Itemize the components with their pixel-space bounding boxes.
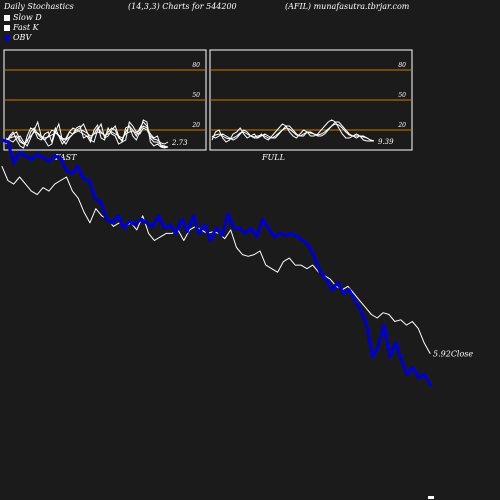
full-tick-label-80: 80	[398, 62, 406, 69]
fast-last-value-label: 2.73	[171, 139, 188, 147]
header-right: (AFIL) munafasutra.tbrjar.com	[285, 2, 410, 11]
legend-obv-label: OBV	[13, 33, 32, 42]
legend-obv-swatch	[4, 35, 10, 41]
legend-fast-k: Fast K	[4, 23, 39, 32]
header-left: Daily Stochastics	[4, 2, 74, 11]
close-line	[1, 165, 431, 354]
legend-slow-d-swatch	[4, 15, 10, 21]
full-panel-title: FULL	[261, 153, 285, 162]
fast-series-line-3	[5, 121, 169, 148]
obv-line	[0, 138, 432, 387]
legend-fast-k-swatch	[4, 25, 10, 31]
legend-obv: OBV	[4, 33, 31, 42]
full-series-line-2	[211, 121, 375, 142]
fast-panel-title: FAST	[54, 153, 77, 162]
fast-tick-label-50: 50	[192, 92, 200, 99]
full-tick-label-20: 20	[397, 122, 406, 129]
fast-tick-label-80: 80	[192, 62, 200, 69]
legend-slow-d-label: Slow D	[13, 13, 42, 22]
fast-tick-label-20: 20	[191, 122, 200, 129]
full-series-line-0	[211, 123, 375, 142]
full-tick-label-50: 50	[398, 92, 406, 99]
bottom-marker	[428, 496, 434, 499]
legend-slow-d: Slow D	[4, 13, 42, 22]
fast-series-line-2	[5, 120, 168, 148]
full-last-value-label: 9.39	[378, 138, 394, 146]
close-last-value-label: 5.92Close	[433, 349, 473, 358]
legend-fast-k-label: Fast K	[13, 23, 39, 32]
full-series-line-1	[211, 119, 374, 143]
header-middle: (14,3,3) Charts for 544200	[128, 2, 237, 11]
